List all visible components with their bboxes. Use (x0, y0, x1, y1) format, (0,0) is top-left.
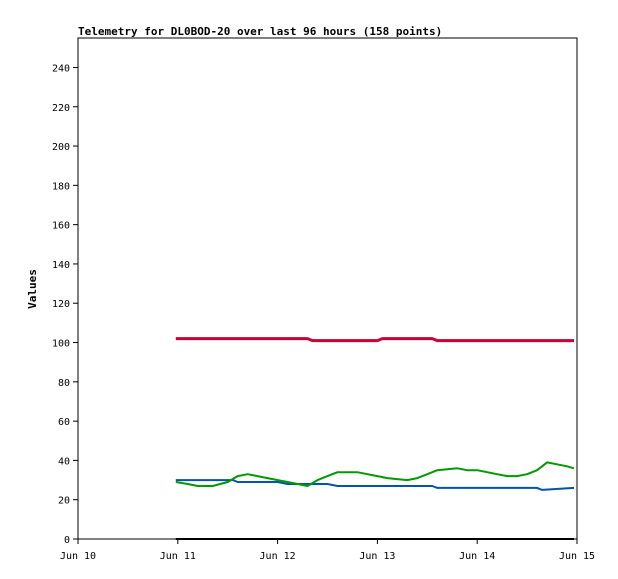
y-tick-label: 160 (52, 221, 70, 232)
series-layer (175, 337, 575, 540)
x-axis-ticks: Jun 10 Jun 11 Jun 12 Jun 13 Jun 14 Jun 15 (60, 539, 595, 562)
x-tick-label: Jun 10 (60, 551, 96, 562)
x-tick-label: Jun 13 (359, 551, 395, 562)
series-line-1 (175, 337, 574, 343)
y-tick-label: 40 (58, 456, 70, 467)
y-tick-label: 0 (64, 535, 70, 546)
x-tick-label: Jun 14 (459, 551, 495, 562)
y-tick-label: 180 (52, 181, 70, 192)
y-tick-label: 100 (52, 339, 70, 350)
x-tick-label: Jun 11 (160, 551, 196, 562)
y-tick-label: 20 (58, 496, 70, 507)
y-tick-label: 140 (52, 260, 70, 271)
y-tick-label: 200 (52, 142, 70, 153)
y-tick-label: 220 (52, 103, 70, 114)
plot-area (77, 37, 578, 540)
y-axis-ticks: 0 20 40 60 80 100 120 140 160 180 200 220 240 (52, 63, 78, 546)
y-tick-label: 60 (58, 417, 70, 428)
chart-title: Telemetry for DL0BOD-20 over last 96 hou… (78, 25, 442, 38)
series-line-3 (175, 461, 575, 487)
series-line-2 (175, 479, 575, 491)
y-axis-label: Values (26, 269, 39, 309)
x-tick-label: Jun 15 (559, 551, 595, 562)
x-tick-label: Jun 12 (260, 551, 296, 562)
y-tick-label: 80 (58, 378, 70, 389)
y-tick-label: 240 (52, 63, 70, 74)
y-tick-label: 120 (52, 299, 70, 310)
